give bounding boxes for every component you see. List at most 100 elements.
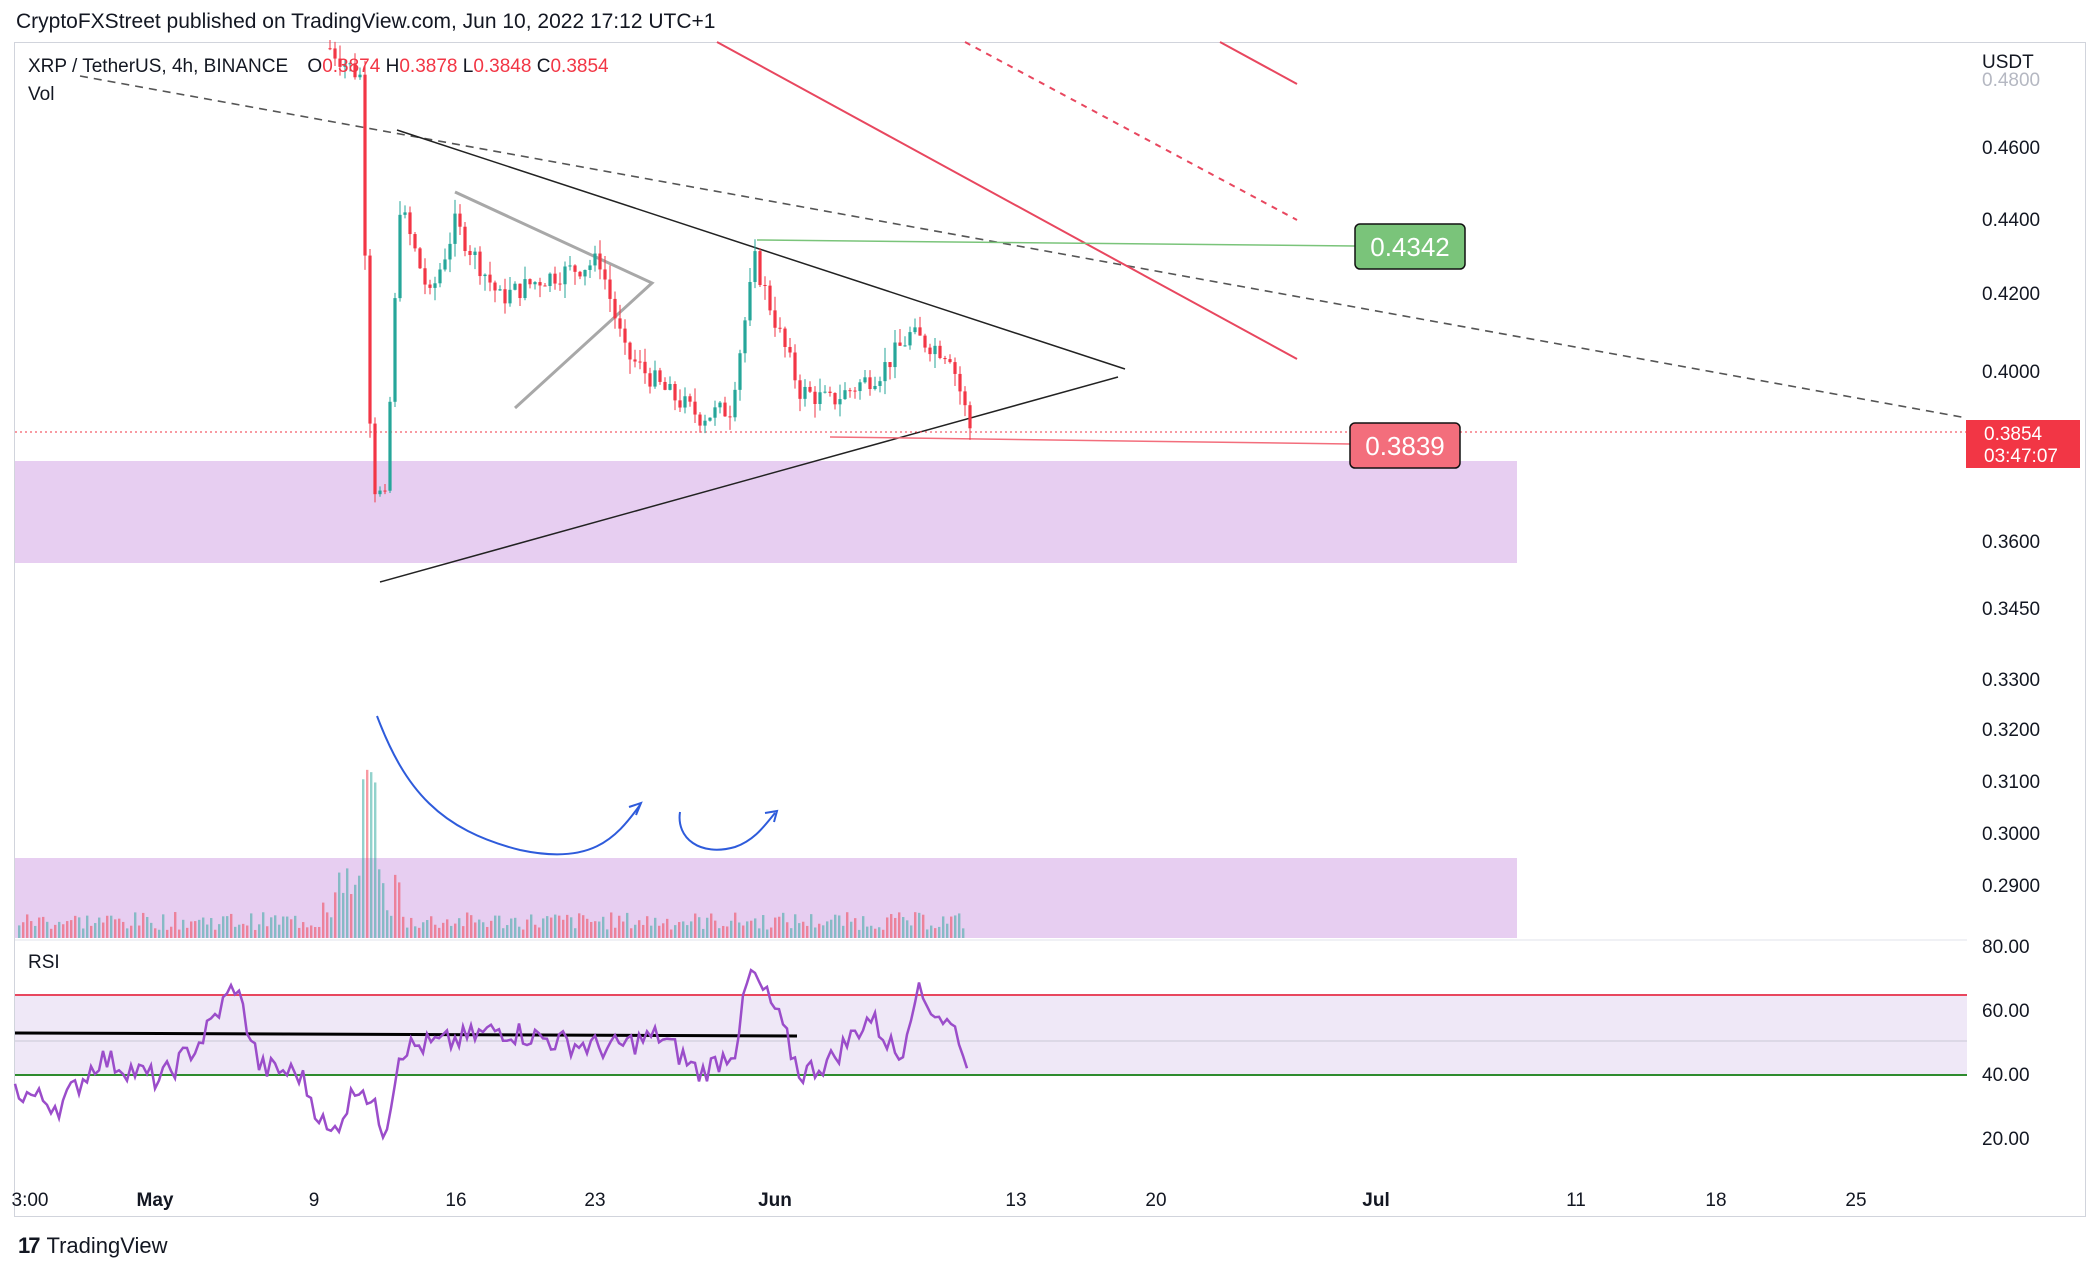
volume-bar: [618, 915, 621, 938]
volume-bar: [214, 929, 217, 938]
candle-body: [888, 362, 892, 368]
volume-bar: [870, 925, 873, 938]
volume-bar: [542, 918, 545, 938]
candle-body: [433, 283, 437, 288]
tradingview-footer[interactable]: 17 TradingView: [18, 1233, 168, 1259]
high-label: H: [385, 56, 400, 77]
symbol-name: XRP / TetherUS, 4h, BINANCE: [28, 56, 289, 77]
volume-bar: [494, 915, 497, 938]
volume-bar: [862, 916, 865, 938]
volume-bar: [698, 917, 701, 938]
volume-bar: [306, 927, 309, 938]
volume-bar: [302, 922, 305, 938]
time-tick: 13: [1005, 1190, 1026, 1211]
price-tick: 0.3600: [1982, 532, 2040, 553]
candle-body: [388, 401, 392, 491]
volume-bar: [50, 928, 53, 938]
candle-body: [358, 74, 362, 78]
close-label: C: [536, 56, 551, 77]
volume-bar: [842, 925, 845, 938]
volume-bar: [670, 929, 673, 938]
candle-body: [878, 381, 882, 386]
candle-body: [588, 265, 592, 270]
volume-bar: [682, 921, 685, 938]
volume-bar: [714, 920, 717, 938]
time-tick: Jul: [1362, 1190, 1389, 1211]
volume-bar: [866, 926, 869, 938]
rsi-label[interactable]: RSI: [28, 952, 60, 973]
open-label: O: [307, 56, 323, 77]
volume-bar: [298, 927, 301, 938]
candle-body: [658, 370, 662, 382]
candle-body: [533, 282, 537, 285]
candle-body: [428, 284, 432, 288]
volume-bar: [550, 917, 553, 938]
volume-bar: [198, 919, 201, 938]
volume-bar: [626, 912, 629, 938]
volume-bar: [642, 924, 645, 938]
symbol-legend[interactable]: XRP / TetherUS, 4h, BINANCE O0.3874 H0.3…: [28, 56, 609, 78]
volume-bar: [438, 927, 441, 938]
candle-body: [568, 265, 572, 267]
volume-bar: [802, 921, 805, 938]
rsi-tick: 20.00: [1982, 1129, 2030, 1150]
volume-bar: [822, 925, 825, 938]
volume-bar: [598, 921, 601, 938]
volume-bar: [534, 924, 537, 938]
volume-bar: [186, 927, 189, 938]
time-tick: Jun: [758, 1190, 792, 1211]
volume-label[interactable]: Vol: [28, 84, 55, 105]
candle-body: [718, 402, 722, 408]
volume-bar: [926, 929, 929, 938]
currency-label: USDT: [1982, 52, 2034, 73]
candle-body: [843, 390, 847, 400]
publisher-header: CryptoFXStreet published on TradingView.…: [16, 10, 716, 33]
candle-body: [473, 251, 477, 255]
candle-body: [553, 273, 557, 284]
volume-bar: [886, 917, 889, 938]
volume-bar: [226, 916, 229, 938]
volume-bar: [194, 921, 197, 938]
volume-bar: [590, 921, 593, 938]
volume-bar: [906, 920, 909, 938]
candle-body: [693, 401, 697, 415]
volume-bar: [38, 917, 41, 938]
current-price-tag: [1966, 420, 2080, 468]
volume-bar: [882, 929, 885, 938]
volume-bar: [134, 912, 137, 938]
volume-bar: [530, 914, 533, 938]
volume-bar: [758, 928, 761, 938]
candle-body: [808, 386, 812, 392]
candle-body: [608, 279, 612, 299]
volume-bar: [958, 913, 961, 938]
volume-bar: [70, 920, 73, 938]
volume-bar: [946, 923, 949, 938]
volume-bar: [878, 927, 881, 938]
candle-body: [798, 380, 802, 399]
volume-bar: [774, 917, 777, 938]
volume-bar: [686, 925, 689, 938]
triangle-lower-line: [379, 376, 1119, 583]
volume-bar: [490, 920, 493, 938]
candle-body: [558, 283, 562, 285]
volume-bar: [330, 917, 333, 938]
volume-bar: [166, 929, 169, 938]
volume-bar: [86, 915, 89, 938]
volume-bar: [58, 921, 61, 938]
volume-bar: [182, 919, 185, 938]
volume-bar: [126, 928, 129, 938]
volume-bar: [94, 923, 97, 938]
candle-body: [453, 213, 457, 244]
volume-bar: [702, 928, 705, 938]
candle-body: [708, 417, 712, 421]
target-line: [756, 239, 1356, 247]
volume-bar: [118, 918, 121, 938]
volume-bar: [258, 924, 261, 938]
candle-body: [368, 255, 372, 424]
candle-body: [743, 320, 747, 354]
volume-bar: [106, 915, 109, 938]
candle-body: [648, 373, 652, 387]
volume-bar: [602, 916, 605, 938]
volume-bar: [350, 894, 353, 938]
